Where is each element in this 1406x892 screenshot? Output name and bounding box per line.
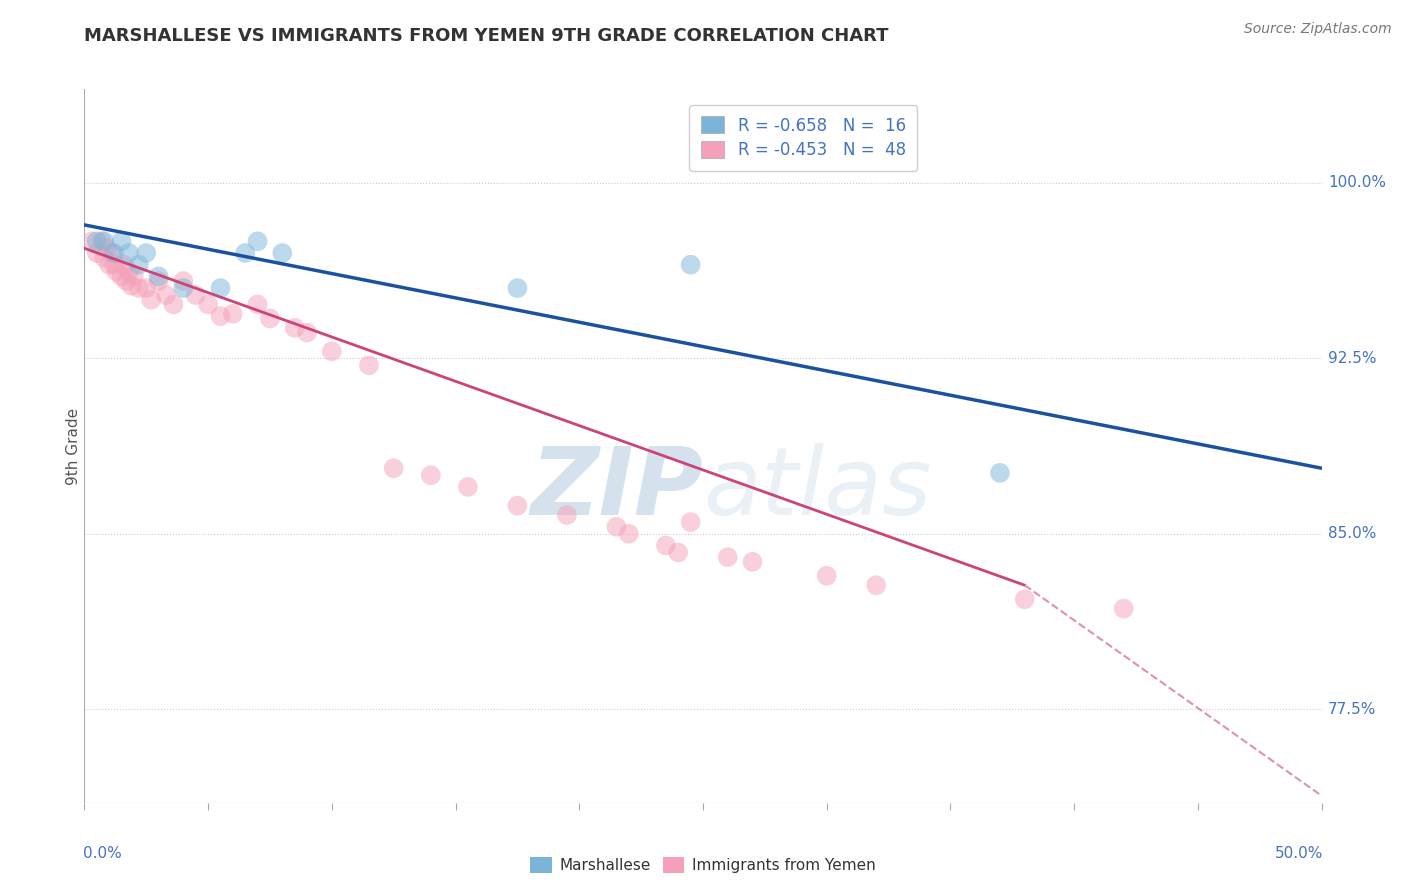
Point [246, 234, 269, 248]
Point [666, 545, 689, 559]
Point [209, 281, 232, 295]
Text: 0.0%: 0.0% [83, 846, 122, 861]
Point [617, 526, 640, 541]
Point [815, 569, 838, 583]
Point [112, 258, 135, 272]
Point [222, 307, 245, 321]
Point [93, 234, 115, 248]
Text: 100.0%: 100.0% [1327, 176, 1386, 190]
Point [506, 281, 529, 295]
Point [679, 258, 702, 272]
Point [86, 234, 108, 248]
Point [172, 274, 194, 288]
Text: 50.0%: 50.0% [1274, 846, 1323, 861]
Point [148, 274, 170, 288]
Point [96, 241, 118, 255]
Point [717, 550, 740, 565]
Point [209, 309, 232, 323]
Point [135, 246, 157, 260]
Point [110, 234, 132, 248]
Text: MARSHALLESE VS IMMIGRANTS FROM YEMEN 9TH GRADE CORRELATION CHART: MARSHALLESE VS IMMIGRANTS FROM YEMEN 9TH… [84, 27, 889, 45]
Point [741, 555, 763, 569]
Point [122, 269, 145, 284]
Point [98, 258, 121, 272]
Point [148, 269, 170, 284]
Point [103, 246, 125, 260]
Point [246, 297, 269, 311]
Point [172, 281, 194, 295]
Point [988, 466, 1011, 480]
Point [865, 578, 887, 592]
Point [1112, 601, 1135, 615]
Point [135, 281, 157, 295]
Point [679, 515, 702, 529]
Point [555, 508, 578, 522]
Point [321, 344, 343, 359]
Point [419, 468, 441, 483]
Text: 77.5%: 77.5% [1327, 702, 1376, 716]
Point [506, 499, 529, 513]
Point [1014, 592, 1036, 607]
Point [128, 258, 150, 272]
Point [382, 461, 405, 475]
Point [93, 251, 115, 265]
Text: 85.0%: 85.0% [1327, 526, 1376, 541]
Point [105, 265, 128, 279]
Point [80, 234, 103, 248]
Point [155, 288, 177, 302]
Point [110, 269, 132, 284]
Point [655, 538, 678, 552]
Point [197, 297, 219, 311]
Text: atlas: atlas [703, 443, 931, 534]
Point [115, 274, 138, 288]
Point [86, 246, 108, 260]
Text: Source: ZipAtlas.com: Source: ZipAtlas.com [1244, 21, 1392, 36]
Point [100, 246, 122, 260]
Point [284, 321, 307, 335]
Point [295, 326, 318, 340]
Point [457, 480, 479, 494]
Point [357, 359, 380, 373]
Point [259, 311, 281, 326]
Point [141, 293, 163, 307]
Point [128, 281, 150, 295]
Point [184, 288, 207, 302]
Point [271, 246, 294, 260]
Y-axis label: 9th Grade: 9th Grade [66, 408, 80, 484]
Legend: Marshallese, Immigrants from Yemen: Marshallese, Immigrants from Yemen [523, 849, 883, 880]
Point [120, 278, 142, 293]
Point [103, 258, 125, 272]
Text: 92.5%: 92.5% [1327, 351, 1376, 366]
Point [118, 265, 141, 279]
Point [162, 297, 184, 311]
Point [233, 246, 256, 260]
Point [90, 234, 112, 248]
Point [118, 246, 141, 260]
Point [605, 519, 627, 533]
Text: ZIP: ZIP [530, 442, 703, 535]
